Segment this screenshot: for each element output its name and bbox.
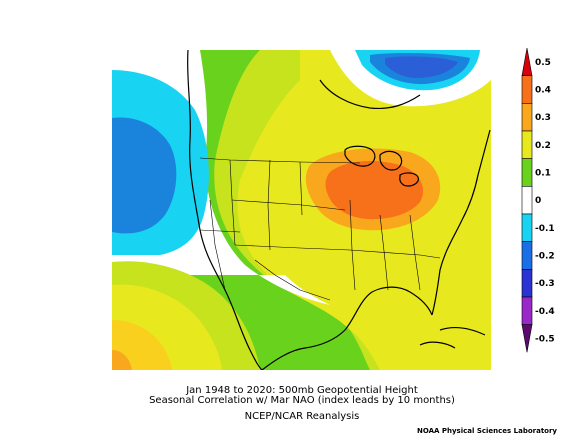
- colorbar-segment: [521, 296, 533, 325]
- colorbar-label: 0.4: [535, 86, 551, 96]
- colorbar-label: 0.3: [535, 113, 551, 123]
- colorbar-segment: [521, 75, 533, 104]
- colorbar-label: -0.2: [535, 252, 555, 262]
- colorbar-segment: [521, 186, 533, 215]
- colorbar-label: -0.1: [535, 224, 555, 234]
- colorbar-top-arrow: [521, 47, 533, 76]
- colorbar-label: -0.3: [535, 279, 555, 289]
- colorbar-segment: [521, 213, 533, 242]
- colorbar-label: 0: [535, 196, 541, 206]
- fill-peak-sw: [112, 350, 132, 370]
- colorbar-segment: [521, 241, 533, 270]
- colorbar-segment: [521, 130, 533, 159]
- colorbar-label: -0.5: [535, 335, 555, 345]
- colorbar-label: 0.5: [535, 58, 551, 68]
- colorbar-bottom-arrow: [521, 324, 533, 353]
- title-line-1: Jan 1948 to 2020: 500mb Geopotential Hei…: [186, 385, 418, 396]
- colorbar-segment: [521, 103, 533, 132]
- colorbar-label: -0.4: [535, 307, 555, 317]
- fill-strong-negative-ne: [385, 56, 458, 78]
- fill-strong-sw: [112, 320, 172, 370]
- colorbar-label: 0.2: [535, 141, 551, 151]
- coastlines: [187, 50, 491, 370]
- political-borders: [199, 157, 441, 301]
- map-plot-area: [112, 50, 491, 370]
- title-line-3: NCEP/NCAR Reanalysis: [244, 411, 360, 422]
- credit-text: NOAA Physical Sciences Laboratory: [416, 427, 557, 435]
- colorbar: 0.5 0.4 0.3 0.2 0.1 0 -0.1 -0.2 -0.3 -0.4 -0.5: [521, 47, 555, 353]
- colorbar-segment: [521, 269, 533, 298]
- title-line-2: Seasonal Correlation w/ Mar NAO (index l…: [149, 395, 455, 406]
- colorbar-segment: [521, 158, 533, 187]
- colorbar-label: 0.1: [535, 169, 551, 179]
- fill-negative: [112, 117, 177, 234]
